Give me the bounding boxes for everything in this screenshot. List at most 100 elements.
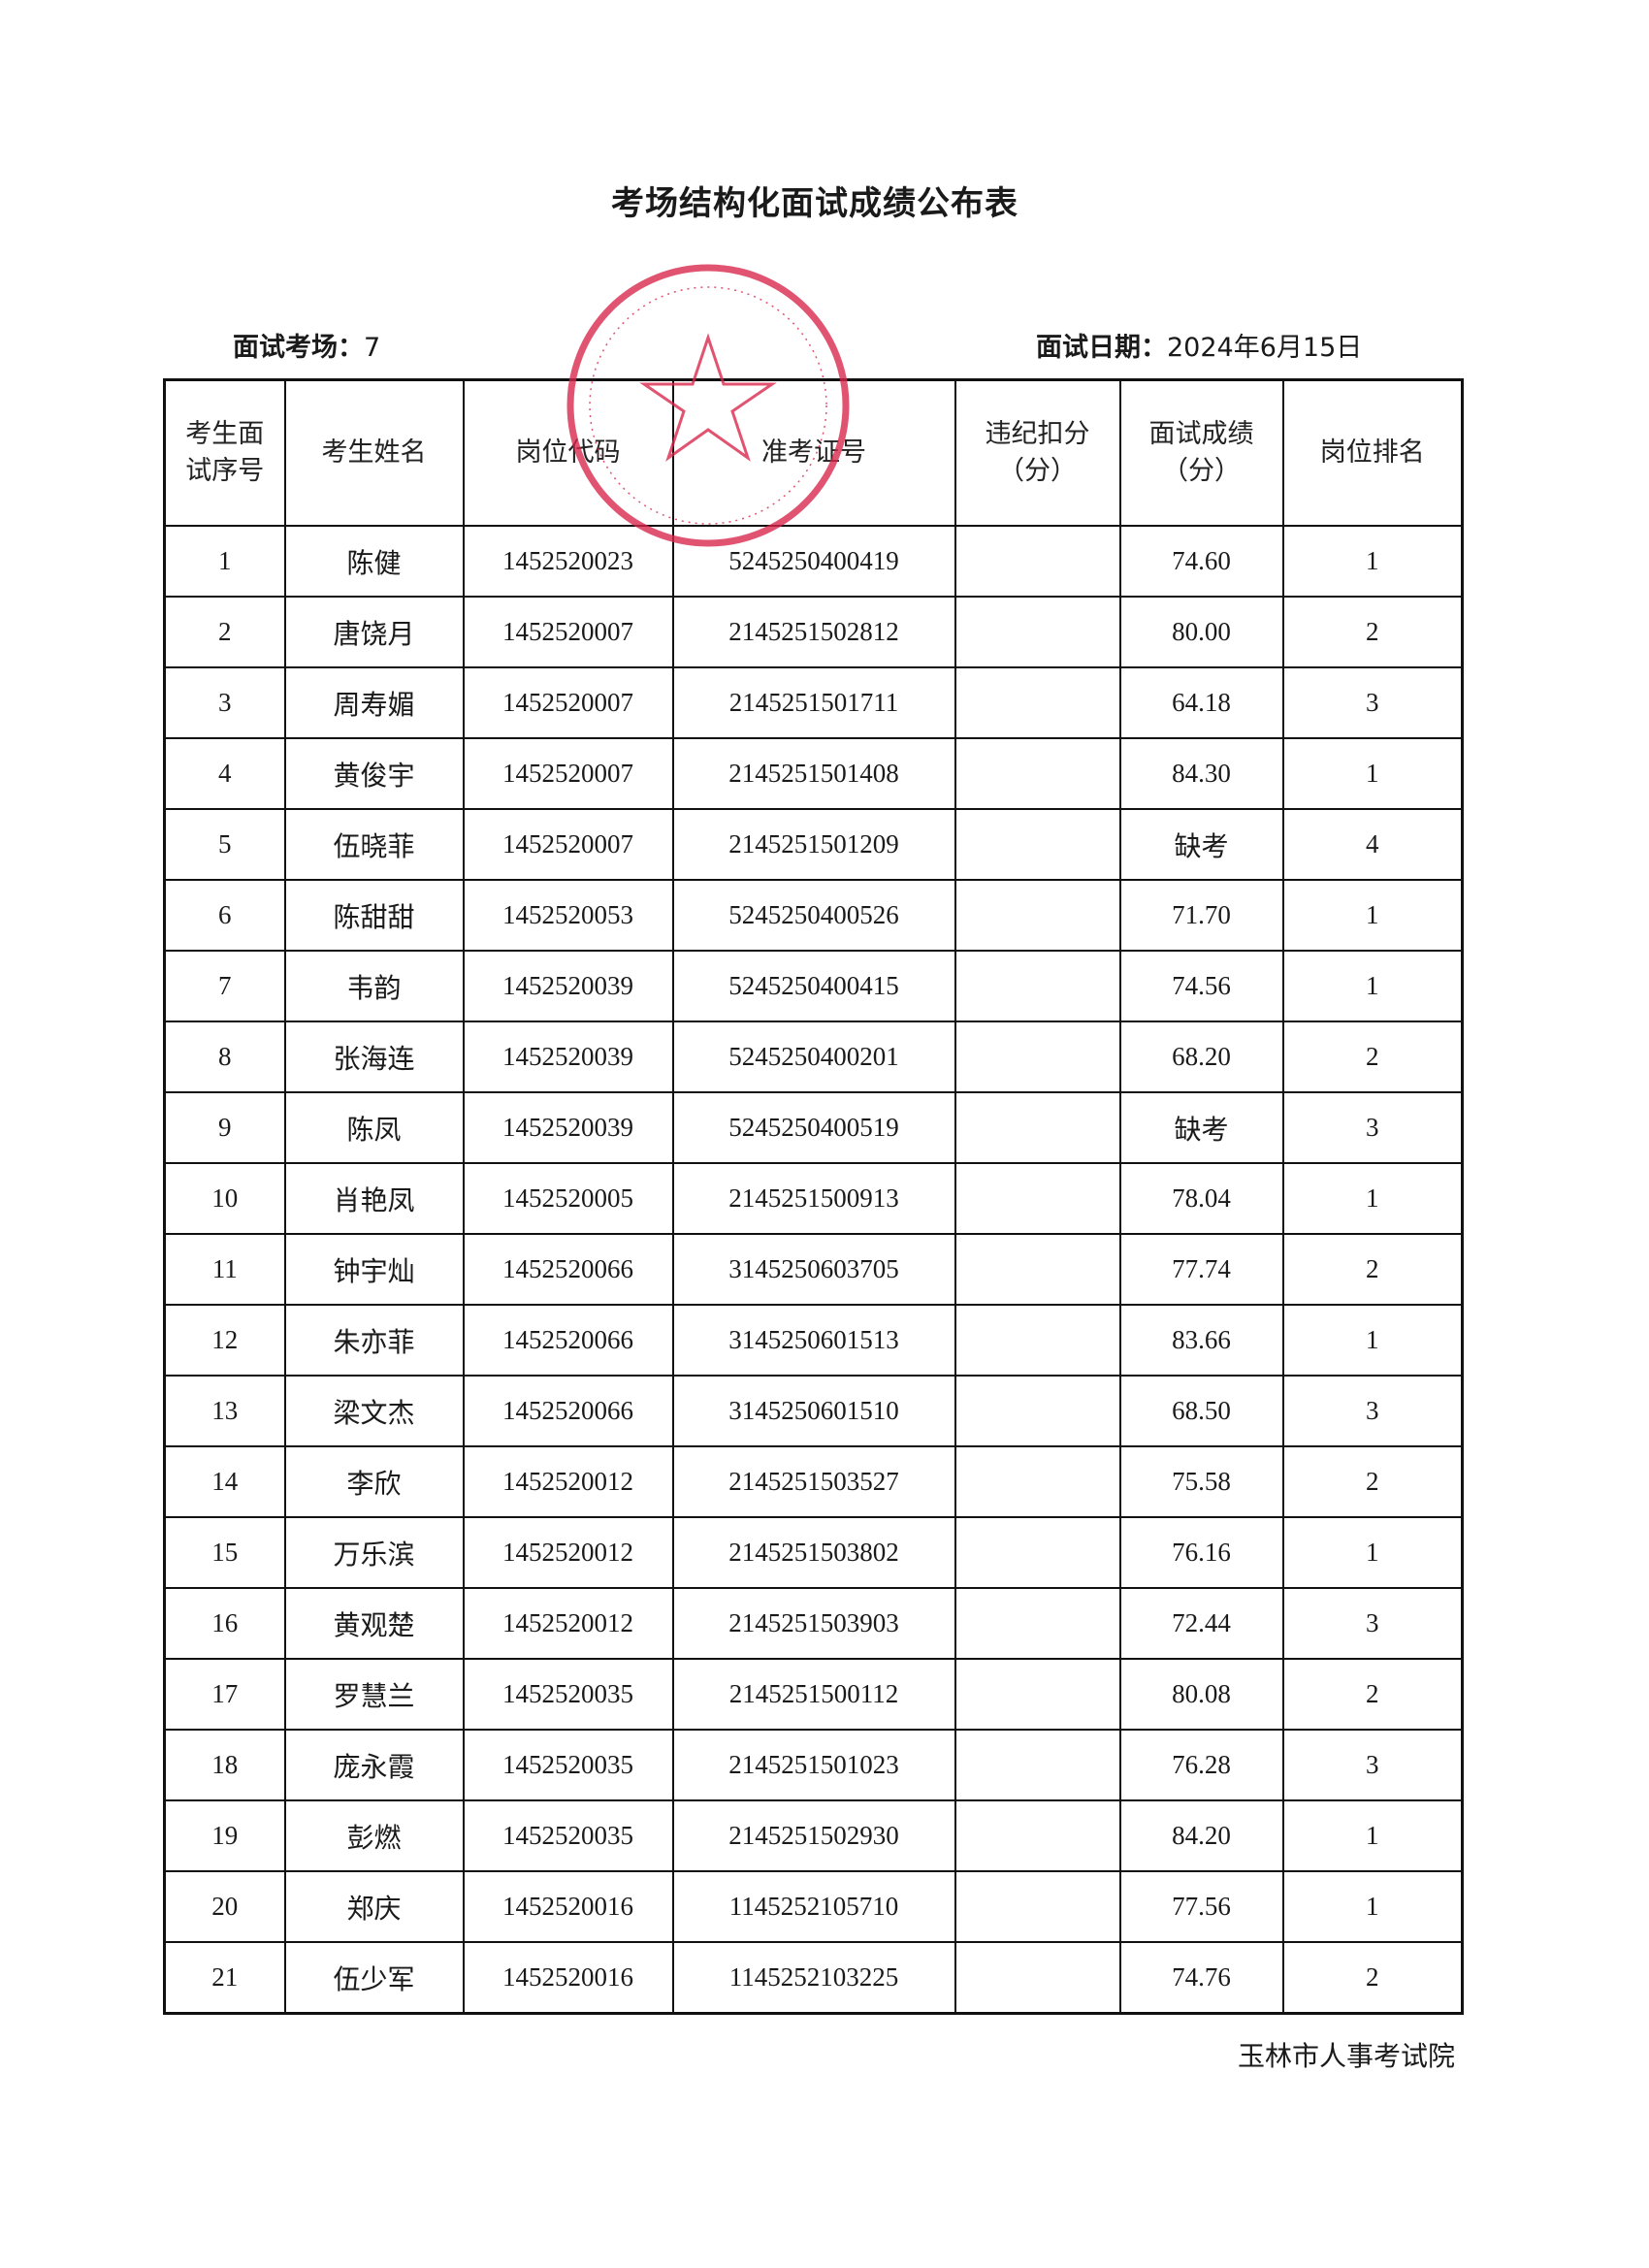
cell-deduction xyxy=(954,950,1121,1022)
cell-score: 68.20 xyxy=(1118,1021,1284,1093)
cell-ticket: 5245250400201 xyxy=(671,1021,956,1093)
cell-name: 张海连 xyxy=(283,1021,465,1093)
cell-ticket: 1145252103225 xyxy=(671,1941,956,2015)
cell-name: 万乐滨 xyxy=(283,1516,465,1589)
cell-name: 陈凤 xyxy=(283,1091,465,1164)
cell-deduction xyxy=(954,1516,1121,1589)
cell-deduction xyxy=(954,1375,1121,1447)
cell-score: 64.18 xyxy=(1118,666,1284,739)
cell-post-code: 1452520039 xyxy=(462,1091,674,1164)
cell-rank: 2 xyxy=(1281,1941,1464,2015)
cell-rank: 1 xyxy=(1281,1162,1464,1235)
cell-post-code: 1452520066 xyxy=(462,1304,674,1377)
cell-score: 71.70 xyxy=(1118,879,1284,952)
cell-rank: 1 xyxy=(1281,879,1464,952)
cell-post-code: 1452520007 xyxy=(462,596,674,668)
cell-deduction xyxy=(954,879,1121,952)
cell-rank: 1 xyxy=(1281,1516,1464,1589)
table-row: 21 伍少军 1452520016 1145252103225 74.76 2 xyxy=(163,1941,1464,2015)
date-label: 面试日期： xyxy=(1036,333,1167,363)
venue-label: 面试考场： xyxy=(233,333,364,363)
cell-deduction xyxy=(954,808,1121,881)
cell-ticket: 5245250400419 xyxy=(671,525,956,598)
cell-score: 72.44 xyxy=(1118,1587,1284,1660)
cell-post-code: 1452520039 xyxy=(462,950,674,1022)
cell-rank: 2 xyxy=(1281,1658,1464,1731)
venue-value: 7 xyxy=(364,333,381,363)
cell-post-code: 1452520007 xyxy=(462,808,674,881)
table-row: 17 罗慧兰 1452520035 2145251500112 80.08 2 xyxy=(163,1658,1464,1731)
venue-info: 面试考场：7 xyxy=(233,326,380,364)
cell-post-code: 1452520035 xyxy=(462,1658,674,1731)
cell-ticket: 2145251502930 xyxy=(671,1799,956,1872)
cell-seq: 12 xyxy=(163,1304,286,1377)
cell-rank: 3 xyxy=(1281,1729,1464,1801)
cell-name: 陈甜甜 xyxy=(283,879,465,952)
header-rank: 岗位排名 xyxy=(1281,378,1464,527)
cell-name: 伍少军 xyxy=(283,1941,465,2015)
cell-ticket: 1145252105710 xyxy=(671,1870,956,1943)
cell-ticket: 2145251501711 xyxy=(671,666,956,739)
cell-seq: 11 xyxy=(163,1233,286,1306)
cell-name: 朱亦菲 xyxy=(283,1304,465,1377)
cell-score: 缺考 xyxy=(1118,1091,1284,1164)
table-row: 12 朱亦菲 1452520066 3145250601513 83.66 1 xyxy=(163,1304,1464,1377)
cell-post-code: 1452520066 xyxy=(462,1233,674,1306)
cell-post-code: 1452520016 xyxy=(462,1870,674,1943)
cell-post-code: 1452520007 xyxy=(462,666,674,739)
cell-post-code: 1452520005 xyxy=(462,1162,674,1235)
cell-ticket: 2145251503903 xyxy=(671,1587,956,1660)
cell-rank: 1 xyxy=(1281,1870,1464,1943)
cell-rank: 1 xyxy=(1281,737,1464,810)
cell-score: 缺考 xyxy=(1118,808,1284,881)
cell-seq: 19 xyxy=(163,1799,286,1872)
cell-rank: 1 xyxy=(1281,1799,1464,1872)
cell-post-code: 1452520035 xyxy=(462,1799,674,1872)
cell-name: 伍晓菲 xyxy=(283,808,465,881)
cell-ticket: 3145250603705 xyxy=(671,1233,956,1306)
date-info: 面试日期：2024年6月15日 xyxy=(1036,326,1362,364)
results-table: 考生面试序号 考生姓名 岗位代码 准考证号 违纪扣分（分） 面试成绩（分） 岗位… xyxy=(163,378,1464,2015)
header-seq-label: 考生面试序号 xyxy=(185,419,265,486)
cell-name: 陈健 xyxy=(283,525,465,598)
cell-name: 郑庆 xyxy=(283,1870,465,1943)
cell-deduction xyxy=(954,737,1121,810)
table-row: 18 庞永霞 1452520035 2145251501023 76.28 3 xyxy=(163,1729,1464,1801)
cell-seq: 15 xyxy=(163,1516,286,1589)
cell-ticket: 3145250601510 xyxy=(671,1375,956,1447)
cell-score: 77.56 xyxy=(1118,1870,1284,1943)
cell-ticket: 2145251503527 xyxy=(671,1445,956,1518)
cell-deduction xyxy=(954,1304,1121,1377)
cell-name: 庞永霞 xyxy=(283,1729,465,1801)
cell-post-code: 1452520012 xyxy=(462,1516,674,1589)
cell-post-code: 1452520023 xyxy=(462,525,674,598)
table-row: 15 万乐滨 1452520012 2145251503802 76.16 1 xyxy=(163,1516,1464,1589)
cell-ticket: 2145251501408 xyxy=(671,737,956,810)
table-row: 7 韦韵 1452520039 5245250400415 74.56 1 xyxy=(163,950,1464,1022)
cell-rank: 2 xyxy=(1281,1445,1464,1518)
cell-score: 75.58 xyxy=(1118,1445,1284,1518)
header-ticket: 准考证号 xyxy=(671,378,956,527)
cell-seq: 10 xyxy=(163,1162,286,1235)
header-score-label: 面试成绩（分） xyxy=(1148,419,1254,486)
cell-post-code: 1452520012 xyxy=(462,1587,674,1660)
header-name: 考生姓名 xyxy=(283,378,465,527)
header-score: 面试成绩（分） xyxy=(1118,378,1284,527)
cell-rank: 2 xyxy=(1281,1021,1464,1093)
cell-rank: 3 xyxy=(1281,1375,1464,1447)
cell-post-code: 1452520012 xyxy=(462,1445,674,1518)
table-row: 5 伍晓菲 1452520007 2145251501209 缺考 4 xyxy=(163,808,1464,881)
document-title: 考场结构化面试成绩公布表 xyxy=(611,184,1018,223)
cell-seq: 7 xyxy=(163,950,286,1022)
cell-seq: 5 xyxy=(163,808,286,881)
header-deduction-label: 违纪扣分（分） xyxy=(985,419,1090,486)
cell-rank: 3 xyxy=(1281,1091,1464,1164)
header-deduction: 违纪扣分（分） xyxy=(954,378,1121,527)
cell-seq: 13 xyxy=(163,1375,286,1447)
cell-score: 68.50 xyxy=(1118,1375,1284,1447)
cell-seq: 21 xyxy=(163,1941,286,2015)
cell-post-code: 1452520039 xyxy=(462,1021,674,1093)
cell-name: 彭燃 xyxy=(283,1799,465,1872)
cell-score: 77.74 xyxy=(1118,1233,1284,1306)
cell-deduction xyxy=(954,596,1121,668)
